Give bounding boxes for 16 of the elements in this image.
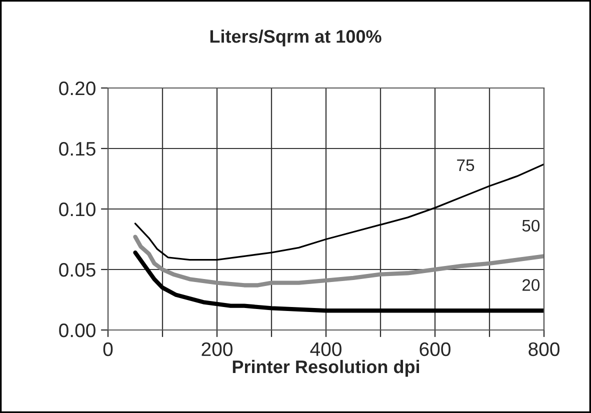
series-label: 50 [522, 220, 540, 232]
x-tick-label: 200 [202, 342, 232, 356]
x-tick-label: 0 [103, 342, 113, 356]
x-tick-label: 400 [310, 342, 342, 356]
line-series [133, 250, 544, 313]
series-label: 20 [522, 279, 540, 291]
x-tick-label: 600 [420, 342, 450, 356]
y-tick-label: 0.05 [59, 262, 96, 277]
x-axis-title: Printer Resolution dpi [232, 360, 420, 377]
series-label: 75 [457, 159, 474, 172]
y-tick-label: 0.20 [59, 81, 96, 96]
chart-title: Liters/Sqrm at 100% [210, 30, 382, 46]
y-tick-label: 0.00 [59, 323, 96, 338]
y-tick-label: 0.10 [59, 202, 96, 216]
y-tick-label: 0.15 [59, 142, 96, 156]
x-tick-label: 800 [528, 342, 560, 356]
